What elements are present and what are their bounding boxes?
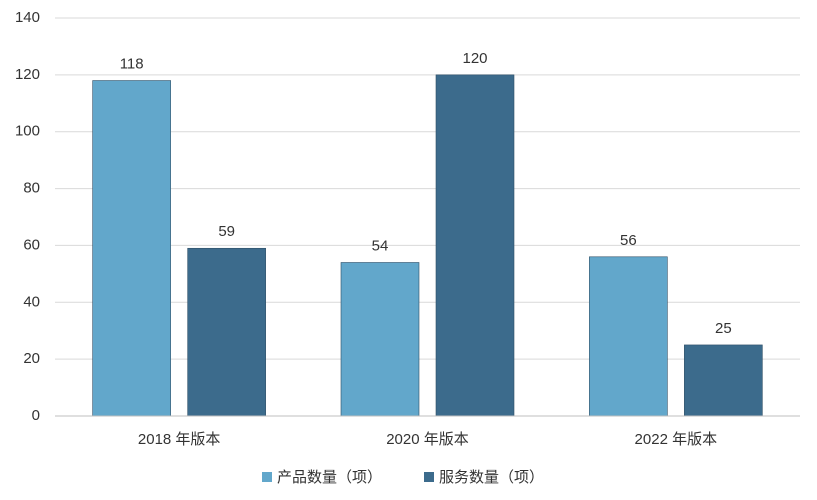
bar [589, 256, 668, 417]
data-label: 118 [120, 56, 144, 73]
y-tick-label: 0 [32, 407, 40, 424]
y-tick-label: 80 [23, 180, 40, 197]
data-label: 120 [462, 50, 487, 67]
data-label: 54 [372, 237, 389, 254]
x-tick-label: 2020 年版本 [386, 431, 469, 448]
y-tick-label: 120 [15, 66, 40, 83]
y-tick-label: 40 [23, 293, 40, 310]
data-label: 25 [715, 320, 732, 337]
legend-label: 产品数量（项） [277, 469, 382, 486]
legend-swatch [262, 472, 272, 482]
legend-label: 服务数量（项） [439, 469, 544, 486]
y-tick-label: 20 [23, 350, 40, 367]
data-label: 59 [218, 223, 235, 240]
bar [435, 74, 515, 417]
data-label: 56 [620, 232, 637, 249]
y-tick-label: 140 [15, 9, 40, 26]
legend-swatch [424, 472, 434, 482]
bar [340, 262, 420, 417]
bar [187, 247, 266, 417]
y-tick-label: 100 [15, 123, 40, 140]
x-tick-label: 2022 年版本 [635, 431, 718, 448]
y-tick-label: 60 [23, 236, 40, 253]
bar [684, 344, 763, 417]
x-tick-label: 2018 年版本 [138, 431, 221, 448]
bar [92, 80, 171, 417]
